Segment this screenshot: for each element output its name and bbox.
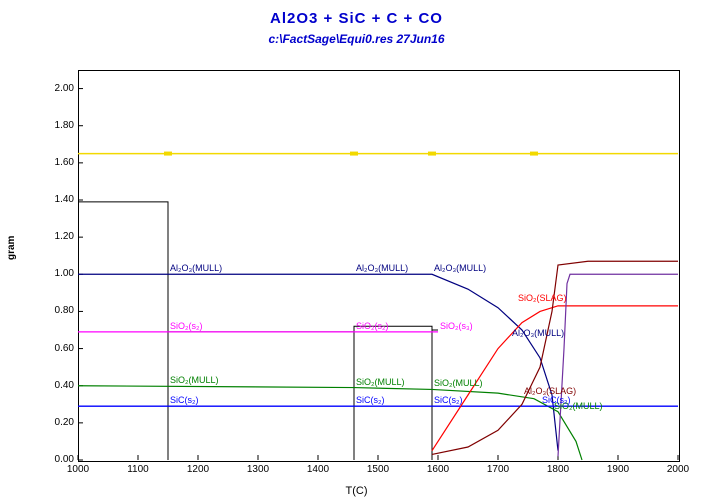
- series-label: SiC(s₂): [542, 395, 571, 405]
- y-tick: 1.20: [44, 231, 74, 242]
- y-tick: 1.80: [44, 120, 74, 131]
- y-tick: 1.40: [44, 194, 74, 205]
- x-tick: 1100: [123, 464, 153, 475]
- series-label: SiC(s₂): [356, 395, 385, 405]
- x-tick: 1200: [183, 464, 213, 475]
- y-tick: 0.20: [44, 417, 74, 428]
- series-label: SiO₂(s₂): [356, 321, 388, 331]
- series-label: SiC(s₂): [170, 395, 199, 405]
- x-tick: 2000: [663, 464, 693, 475]
- chart-svg: [0, 0, 713, 503]
- x-tick: 1600: [423, 464, 453, 475]
- y-tick: 1.60: [44, 157, 74, 168]
- y-tick: 0.60: [44, 343, 74, 354]
- y-tick: 2.00: [44, 83, 74, 94]
- x-tick: 1700: [483, 464, 513, 475]
- series-label: Al₂O₃(MULL): [356, 263, 408, 273]
- series-label: SiO₂(s₃): [440, 321, 473, 331]
- x-tick: 1000: [63, 464, 93, 475]
- x-tick: 1300: [243, 464, 273, 475]
- y-tick: 1.00: [44, 268, 74, 279]
- series-label: SiO₂(MULL): [170, 375, 219, 385]
- x-tick: 1800: [543, 464, 573, 475]
- x-tick: 1900: [603, 464, 633, 475]
- y-tick: 0.80: [44, 305, 74, 316]
- series-label: SiO₂(SLAG): [518, 293, 567, 303]
- series-label: Al₂O₃(SLAG): [524, 386, 576, 396]
- series-label: SiO₂(s₂): [170, 321, 202, 331]
- series-label: Al₂O₃(MULL): [170, 263, 222, 273]
- series-label: Al₂O₃(MULL): [434, 263, 486, 273]
- chart-page: { "title": {"text":"Al2O3 + SiC + C + CO…: [0, 0, 713, 503]
- series-label: Al₂O₃(MULL): [512, 328, 564, 338]
- series-label: SiC(s₂): [434, 395, 463, 405]
- y-tick: 0.40: [44, 380, 74, 391]
- series-label: SiO₂(MULL): [434, 378, 483, 388]
- series-label: SiO₂(MULL): [356, 377, 405, 387]
- y-tick: 0.00: [44, 454, 74, 465]
- x-tick: 1500: [363, 464, 393, 475]
- x-tick: 1400: [303, 464, 333, 475]
